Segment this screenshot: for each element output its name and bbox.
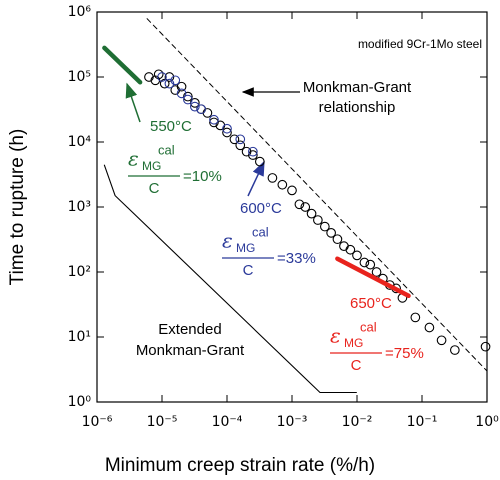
data-point	[209, 114, 219, 125]
data-point	[176, 81, 187, 92]
extended-label: Monkman-Grant	[136, 342, 245, 359]
y-tick-label: 10⁶	[68, 4, 92, 20]
temperature-annotation: 550°C ε MG cal C =10%	[128, 118, 222, 197]
data-point	[183, 94, 193, 105]
data-point	[287, 185, 297, 196]
y-tick-label: 10⁰	[68, 394, 92, 410]
data-point	[159, 78, 170, 89]
data-point	[202, 108, 213, 118]
data-point	[365, 259, 376, 270]
strain-sup: cal	[360, 319, 377, 334]
data-point	[176, 88, 187, 99]
data-point	[248, 146, 258, 157]
data-point	[339, 241, 349, 251]
data-point	[436, 335, 447, 346]
temperature: 550°C	[150, 118, 192, 135]
x-tick-label: 10⁻⁵	[147, 414, 178, 430]
data-point	[410, 312, 421, 323]
data-point	[326, 228, 336, 238]
x-tick-label: 10⁻⁴	[212, 414, 243, 430]
data-point	[277, 179, 288, 190]
strain-symbol: ε	[128, 147, 139, 171]
y-tick-label: 10²	[68, 264, 91, 280]
data-point	[371, 267, 382, 277]
line	[103, 164, 357, 394]
temperature: 650°C	[350, 295, 392, 312]
mg-label: relationship	[319, 99, 396, 116]
strain-sup: cal	[158, 142, 175, 157]
x-tick-label: 10⁻³	[277, 414, 308, 430]
data-point	[235, 134, 246, 145]
temperature-annotation: 650°C ε MG cal C =75%	[330, 295, 424, 374]
data-point	[449, 345, 460, 355]
denominator: C	[351, 357, 362, 374]
data-point	[300, 202, 311, 212]
data-point	[424, 322, 435, 333]
data-point	[248, 150, 258, 160]
line	[102, 45, 143, 85]
arrow	[247, 160, 265, 197]
y-tick-label: 10⁵	[68, 69, 91, 85]
data-point	[189, 101, 200, 112]
data-point	[294, 199, 305, 210]
strain-symbol: ε	[222, 229, 233, 253]
strain-sup: cal	[252, 224, 269, 239]
y-tick-label: 10⁴	[68, 134, 92, 150]
arrow	[125, 82, 141, 123]
data-point	[306, 208, 317, 219]
ratio: =10%	[183, 168, 222, 185]
data-point	[359, 257, 370, 268]
ratio: =33%	[277, 250, 316, 267]
data-point	[157, 72, 167, 82]
data-point	[164, 78, 175, 89]
x-tick-label: 10⁻⁶	[82, 414, 113, 430]
x-axis-label: Minimum creep strain rate (%/h)	[105, 455, 375, 476]
data-point	[332, 234, 343, 245]
strain-symbol: ε	[330, 324, 341, 348]
line	[146, 18, 488, 372]
material-label: modified 9Cr-1Mo steel	[358, 37, 482, 51]
data-point	[222, 127, 232, 138]
data-point	[345, 244, 356, 255]
y-axis-label: Time to rupture (h)	[7, 129, 28, 286]
data-point	[319, 221, 330, 232]
data-point	[235, 140, 246, 151]
strain-sub: MG	[344, 336, 363, 350]
data-point	[196, 104, 206, 115]
data-point	[144, 72, 154, 82]
data-point	[267, 173, 278, 183]
x-tick-label: 10⁻²	[342, 414, 373, 430]
denominator: C	[243, 262, 254, 279]
temperature-annotation: 600°C ε MG cal C =33%	[222, 200, 316, 279]
mg-label: Monkman-Grant	[303, 79, 412, 96]
data-point	[170, 75, 181, 86]
data-point	[352, 250, 362, 261]
extended-label: Extended	[158, 321, 221, 338]
data-point	[480, 341, 491, 352]
data-point	[209, 117, 219, 128]
x-tick-label: 10⁰	[475, 414, 499, 430]
denominator: C	[149, 180, 160, 197]
data-point	[164, 72, 175, 82]
line	[335, 256, 411, 299]
data-point	[313, 215, 323, 225]
strain-sub: MG	[142, 159, 161, 173]
strain-sub: MG	[236, 241, 255, 255]
temperature: 600°C	[240, 200, 282, 217]
data-point	[183, 91, 193, 102]
x-tick-label: 10⁻¹	[407, 414, 438, 430]
data-point	[229, 134, 240, 145]
data-point	[254, 156, 265, 167]
ratio: =75%	[385, 345, 424, 362]
y-tick-label: 10³	[68, 199, 91, 215]
data-point	[222, 123, 232, 134]
y-tick-label: 10¹	[68, 329, 91, 345]
data-point	[153, 69, 164, 80]
